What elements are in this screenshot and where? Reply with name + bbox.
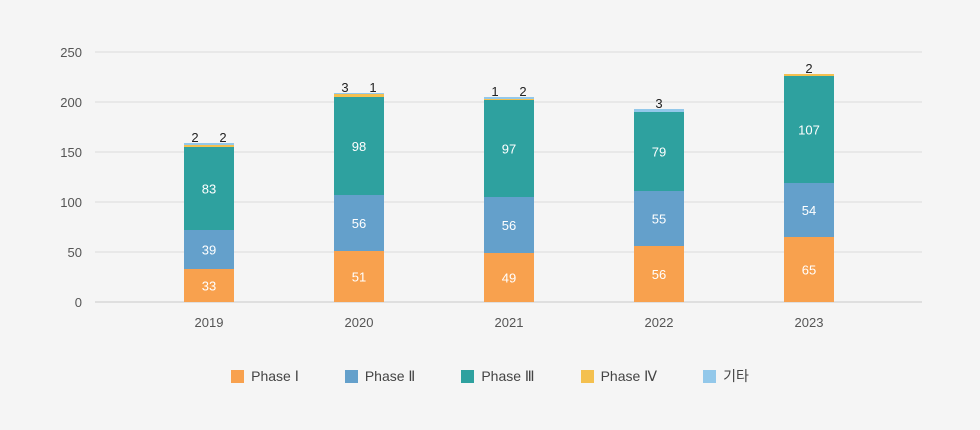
bar-segment [184, 145, 234, 147]
bar-segment [484, 197, 534, 253]
legend-swatch [703, 369, 717, 383]
bar-value-label: 56 [502, 218, 516, 233]
bar-value-label: 65 [802, 263, 816, 278]
legend-label: 기타 [723, 368, 749, 384]
bar-top-label: 3 [341, 80, 348, 95]
bar-value-label: 55 [652, 212, 666, 227]
x-tick-label: 2021 [495, 315, 524, 330]
bar-top-label: 2 [219, 130, 226, 145]
bar-segment [484, 97, 534, 99]
legend-label: Phase Ⅱ [364, 367, 416, 384]
stacked-bar-chart: 0 50 100 150 200 250 33 39 83 2 2 2019 51 56 98 3 1 2020 4… [60, 45, 922, 330]
bar-value-label: 107 [798, 123, 820, 138]
legend-item: Phase Ⅳ [580, 366, 658, 386]
y-tick-label: 250 [60, 45, 82, 60]
x-tick-label: 2019 [195, 315, 224, 330]
bar-segment [334, 97, 384, 195]
y-tick-label: 200 [60, 95, 82, 110]
bar-value-label: 97 [502, 142, 516, 157]
bar-value-label: 54 [802, 203, 816, 218]
bar-segment [784, 76, 834, 183]
bar-segment [334, 93, 384, 94]
y-tick-label: 100 [60, 195, 82, 210]
bar-top-label: 2 [519, 84, 526, 99]
bar-segment [784, 183, 834, 237]
legend-swatch [461, 369, 475, 383]
legend-swatch [580, 369, 594, 383]
legend-swatch [231, 369, 245, 383]
legend-item: Phase Ⅲ [461, 366, 535, 386]
legend-label: Phase Ⅲ [481, 367, 535, 384]
legend-swatch [344, 369, 358, 383]
y-tick-label: 0 [75, 295, 82, 310]
bar-value-label: 51 [352, 270, 366, 285]
bar-segment [184, 143, 234, 145]
bar-segment [184, 269, 234, 302]
bar-segment [334, 94, 384, 97]
bar-value-label: 56 [652, 267, 666, 282]
bar-segment [484, 253, 534, 302]
bar-segment [334, 251, 384, 302]
legend-label: Phase Ⅳ [600, 367, 658, 384]
x-tick-label: 2020 [345, 315, 374, 330]
bar-top-label: 2 [805, 61, 812, 76]
bar-value-label: 56 [352, 216, 366, 231]
bar-top-label: 2 [191, 130, 198, 145]
bar-top-label: 3 [655, 96, 662, 111]
bar-segment [784, 237, 834, 302]
legend-label: Phase Ⅰ [251, 367, 299, 384]
bar-segment [184, 147, 234, 230]
bar-value-label: 39 [202, 243, 216, 258]
bar-value-label: 79 [652, 145, 666, 160]
bar-segment [484, 100, 534, 197]
chart-legend: Phase Ⅰ Phase Ⅱ Phase Ⅲ Phase Ⅳ 기타 [0, 366, 980, 386]
bar-segment [634, 191, 684, 246]
bar-segment [334, 195, 384, 251]
bar-top-label: 1 [369, 80, 376, 95]
y-tick-label: 50 [68, 245, 82, 260]
bar-segment [184, 230, 234, 269]
bar-segment [634, 246, 684, 302]
bar-value-label: 33 [202, 279, 216, 294]
bar-segment [484, 99, 534, 100]
x-tick-label: 2023 [795, 315, 824, 330]
legend-item: Phase Ⅰ [231, 366, 299, 386]
x-tick-label: 2022 [645, 315, 674, 330]
y-tick-label: 150 [60, 145, 82, 160]
bar-value-label: 49 [502, 271, 516, 286]
bar-value-label: 98 [352, 139, 366, 154]
bar-value-label: 83 [202, 182, 216, 197]
bar-segment [784, 74, 834, 76]
legend-item: 기타 [703, 366, 749, 386]
bar-top-label: 1 [491, 84, 498, 99]
bar-segment [634, 112, 684, 191]
legend-item: Phase Ⅱ [344, 366, 416, 386]
bar-segment [634, 109, 684, 112]
